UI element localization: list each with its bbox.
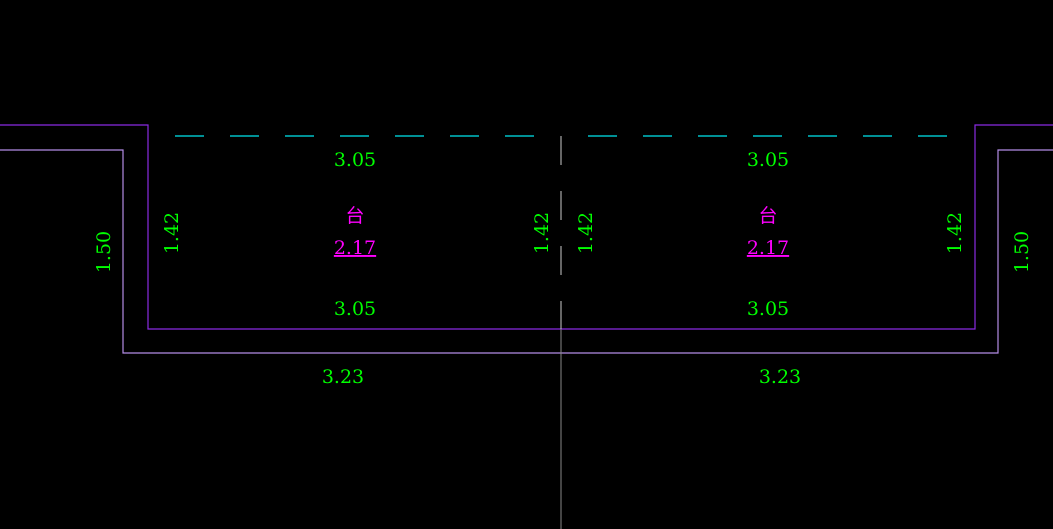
room2-left-height: 1.42 [575,212,597,254]
room1-right-height: 1.42 [531,212,553,254]
outer-wall-outline [0,149,1053,354]
inner-wall-outline [0,124,1053,330]
room1-name: 台 [345,205,364,227]
room1-bottom-width: 3.05 [334,298,376,320]
room1-outer-width: 3.23 [322,366,364,388]
room2-right-height: 1.42 [944,212,966,254]
room1-top-width: 3.05 [334,149,376,171]
room2-outer-height: 1.50 [1011,231,1033,273]
room1-left-height: 1.42 [161,212,183,254]
room2-bottom-width: 3.05 [747,298,789,320]
room2-top-width: 3.05 [747,149,789,171]
room2-outer-width: 3.23 [759,366,801,388]
room2-name: 台 [758,205,777,227]
room1-area: 2.17 [334,237,376,259]
room1-outer-height: 1.50 [93,231,115,273]
room2-area: 2.17 [747,237,789,259]
